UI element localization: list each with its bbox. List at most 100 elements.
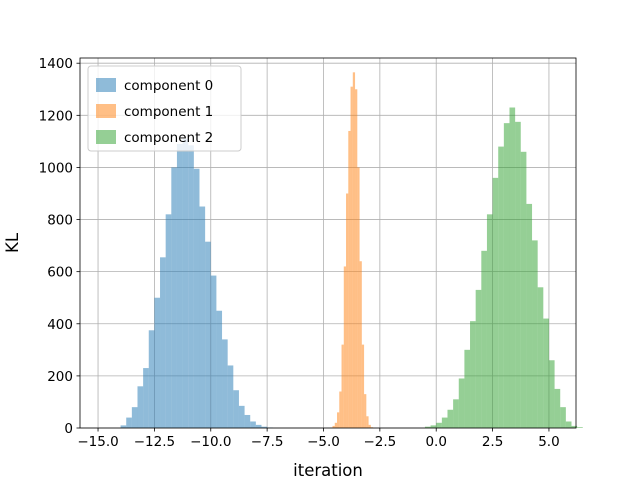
x-tick-label: −2.5 (363, 434, 396, 450)
histogram-bar (520, 151, 527, 429)
plot-area-frame (79, 57, 577, 429)
histogram-bar (193, 168, 200, 428)
histogram-bar (560, 407, 566, 428)
histogram-bar (464, 349, 471, 428)
y-tick-label: 1400 (39, 56, 73, 72)
histogram-bar (537, 287, 544, 428)
legend: component 0 component 1 component 2 (87, 65, 242, 152)
histogram-bar (424, 426, 431, 428)
histogram-bar (526, 203, 533, 428)
legend-swatch (96, 104, 116, 118)
legend-label: component 2 (124, 130, 213, 146)
y-tick-label: 200 (47, 369, 73, 385)
histogram-bar (143, 368, 149, 428)
series-1-bars (330, 72, 374, 428)
x-tick-label: −5.0 (307, 434, 340, 450)
histogram-bar (222, 339, 228, 428)
histogram-bar (368, 424, 371, 428)
histogram-bar (515, 121, 521, 429)
histogram-bar (334, 422, 338, 428)
histogram-bar (366, 416, 369, 428)
histogram-bar (548, 360, 555, 428)
series-2-bars (424, 107, 583, 429)
histogram-bar (565, 421, 572, 428)
y-axis-title: KL (3, 232, 22, 253)
histogram-bar (436, 422, 442, 428)
histogram-bar (453, 399, 459, 428)
histogram-bar (227, 365, 234, 428)
histogram-bar (341, 344, 344, 428)
histogram-bar (503, 123, 510, 429)
histogram-bar (210, 275, 217, 428)
y-tick-label: 1200 (39, 108, 73, 124)
histogram-bar (339, 391, 342, 428)
x-tick-label: −7.5 (251, 434, 284, 450)
histogram-bar (216, 310, 223, 428)
histogram-bar (361, 344, 365, 428)
histogram-bar (233, 390, 239, 428)
legend-label: component 1 (124, 104, 213, 120)
x-tick-label: −15.0 (77, 434, 118, 450)
histogram-bar (171, 167, 177, 428)
histogram-bar (332, 425, 335, 428)
y-tick-label: 800 (47, 213, 73, 229)
histogram-bar (532, 240, 538, 428)
histogram-bar (430, 425, 437, 428)
histogram-bar (137, 386, 144, 428)
histogram-bar (475, 289, 482, 428)
histogram-bar (364, 394, 367, 428)
histogram-bar (160, 257, 166, 428)
histogram-bar (182, 138, 189, 428)
histogram-bar (346, 193, 349, 428)
histogram-bar (126, 417, 132, 428)
histogram-bar (348, 130, 351, 428)
x-tick-label: 0.0 (425, 434, 446, 450)
legend-label: component 0 (124, 78, 213, 94)
histogram-bar (188, 145, 194, 428)
axis-ticks: −15.0 −12.5 −10.0 −7.5 −5.0 −2.5 0.0 2.5 5.0 0 200… (39, 56, 560, 450)
y-tick-label: 0 (64, 421, 73, 437)
histogram-bar (481, 250, 487, 428)
x-tick-label: −12.5 (134, 434, 175, 450)
x-axis-title: iteration (293, 461, 363, 480)
histogram-bar (250, 421, 256, 428)
histogram-bar (492, 177, 499, 428)
y-tick-label: 1000 (39, 160, 73, 176)
histogram-bar (261, 426, 268, 428)
histogram-bar (509, 107, 516, 428)
histogram-bars (120, 72, 583, 429)
histogram-bar (350, 86, 353, 428)
histogram-bar (486, 214, 493, 428)
y-tick-label: 600 (47, 265, 73, 281)
histogram-bar (120, 425, 127, 428)
histogram-bar (154, 297, 161, 428)
histogram-bar (244, 414, 251, 428)
histogram-bar (238, 405, 245, 428)
legend-box (87, 65, 242, 152)
histogram-bar (343, 266, 347, 428)
histogram-bar (577, 427, 583, 428)
histogram-bar (255, 424, 262, 428)
y-tick-label: 400 (47, 317, 73, 333)
histogram-bar (131, 407, 138, 428)
legend-swatch (96, 78, 116, 92)
histogram-bar (543, 318, 549, 428)
histogram-bar (337, 412, 340, 428)
histogram-bar (458, 378, 465, 428)
histogram-bar (357, 167, 360, 428)
histogram-bar (359, 261, 362, 428)
x-tick-label: 5.0 (538, 434, 559, 450)
histogram-bar (352, 72, 356, 428)
histogram-bar (176, 143, 183, 429)
series-0-bars (120, 138, 273, 429)
histogram-bar (165, 214, 172, 428)
histogram-bar (447, 409, 454, 428)
histogram-bar (571, 425, 578, 428)
histogram-bar (498, 146, 504, 428)
histogram-bar (441, 417, 448, 428)
histogram-bar (148, 330, 155, 428)
x-tick-label: 2.5 (482, 434, 503, 450)
histogram-bar (355, 89, 358, 428)
